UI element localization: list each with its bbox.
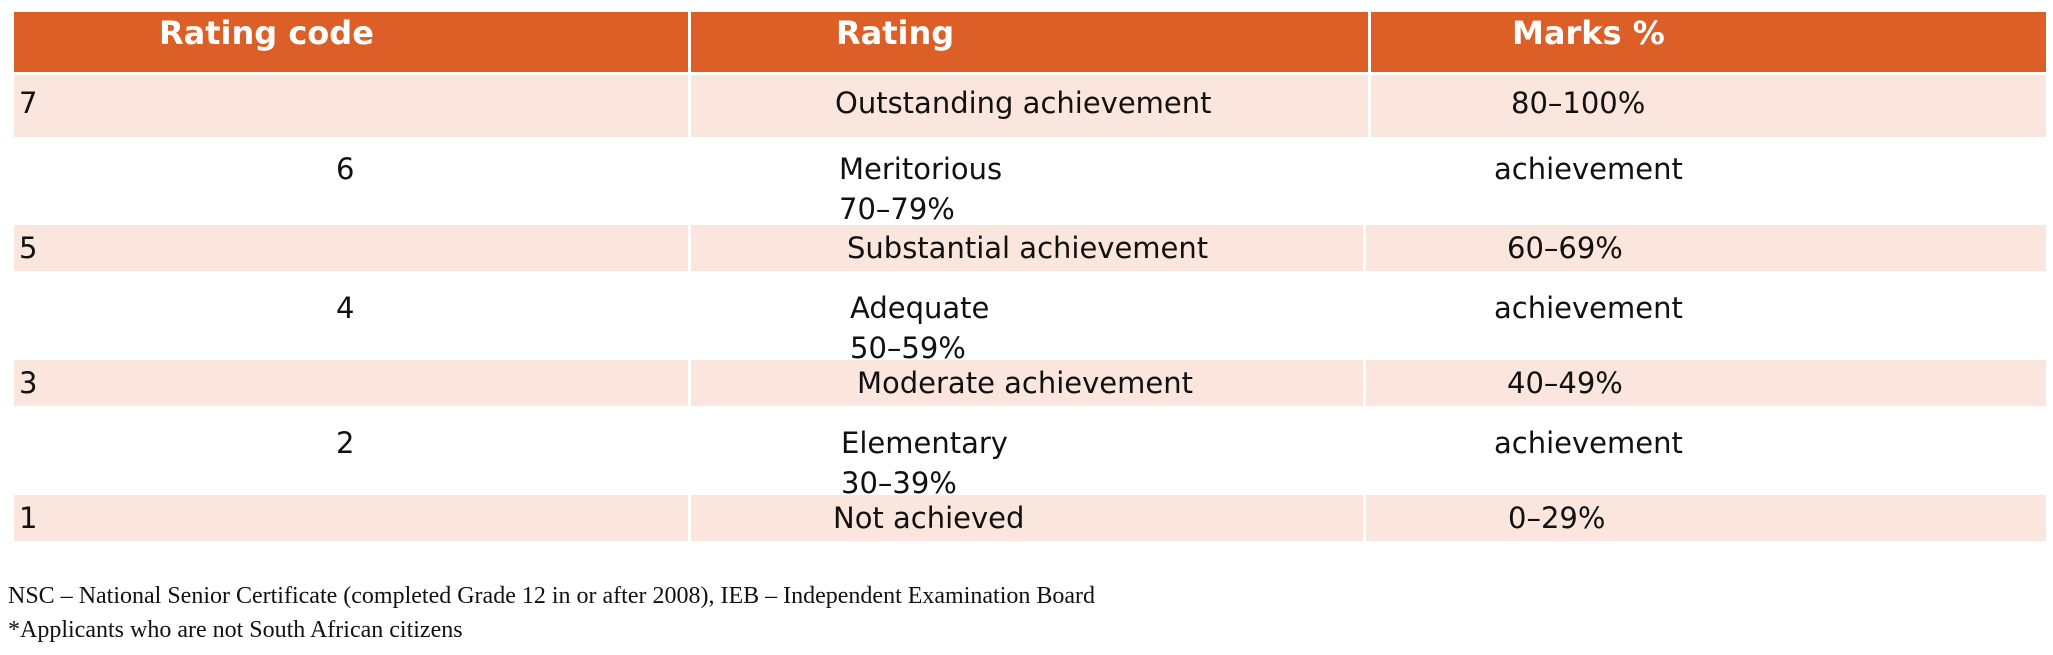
table-row: 4 Adequate 50–59% achievement (14, 271, 2046, 365)
footnote-applicants: *Applicants who are not South African ci… (8, 617, 463, 643)
table-row: 7 Outstanding achievement 80–100% (14, 75, 2046, 137)
rating-code-cell: 6 (336, 152, 355, 186)
rating-cell: Not achieved (833, 501, 1025, 535)
column-divider (688, 360, 691, 406)
rating-code-cell: 5 (19, 231, 38, 265)
column-divider (688, 495, 691, 541)
marks-cell: 80–100% (1511, 86, 1646, 120)
marks-cell: achievement (1494, 152, 1683, 186)
header-marks: Marks % (1512, 14, 1665, 52)
column-divider (1363, 225, 1366, 271)
rating-cell-second-line: 70–79% (839, 192, 955, 226)
header-rating: Rating (836, 14, 955, 52)
footnote-nsc: NSC – National Senior Certificate (compl… (8, 583, 1096, 609)
table-row: 2 Elementary 30–39% achievement (14, 406, 2046, 500)
table-header: Rating code Rating Marks % (14, 12, 2046, 72)
column-divider (688, 75, 691, 137)
table-row: 6 Meritorious 70–79% achievement (14, 137, 2046, 226)
header-rating-code: Rating code (159, 14, 374, 52)
marks-cell: 40–49% (1507, 366, 1623, 400)
table-row: 3 Moderate achievement 40–49% (14, 360, 2046, 406)
rating-code-cell: 7 (19, 86, 38, 120)
rating-cell: Substantial achievement (847, 231, 1209, 265)
header-divider (688, 12, 691, 72)
rating-cell: Moderate achievement (857, 366, 1193, 400)
rating-cell: Meritorious (839, 152, 1003, 186)
table-row: 5 Substantial achievement 60–69% (14, 225, 2046, 271)
column-divider (1368, 75, 1371, 137)
column-divider (1363, 360, 1366, 406)
header-divider (1368, 12, 1371, 72)
marks-cell: 60–69% (1507, 231, 1623, 265)
rating-cell: Outstanding achievement (835, 86, 1212, 120)
marks-cell: achievement (1494, 291, 1683, 325)
rating-cell-second-line: 50–59% (850, 331, 966, 365)
rating-cell: Elementary (841, 426, 1008, 460)
rating-cell: Adequate (850, 291, 990, 325)
marks-cell: achievement (1494, 426, 1683, 460)
column-divider (688, 225, 691, 271)
rating-code-cell: 1 (19, 501, 38, 535)
column-divider (1363, 495, 1366, 541)
table-row: 1 Not achieved 0–29% (14, 495, 2046, 541)
rating-code-cell: 2 (336, 426, 355, 460)
rating-code-cell: 3 (19, 366, 38, 400)
rating-cell-second-line: 30–39% (841, 466, 957, 500)
rating-code-cell: 4 (336, 291, 355, 325)
marks-cell: 0–29% (1508, 501, 1606, 535)
